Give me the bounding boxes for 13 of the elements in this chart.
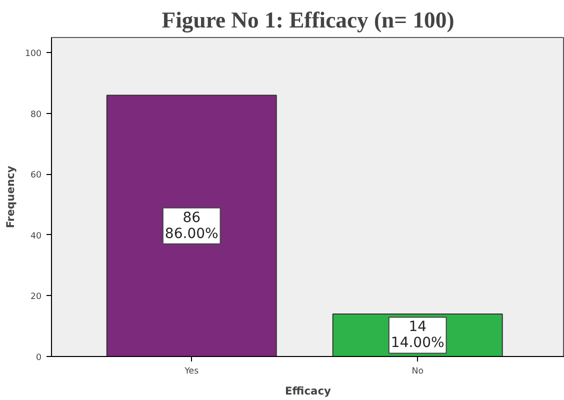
y-tick-label: 40 bbox=[30, 231, 42, 242]
x-tick-label: No bbox=[412, 366, 424, 376]
y-tick-label: 80 bbox=[30, 110, 42, 120]
chart-title: Figure No 1: Efficacy (n= 100) bbox=[162, 8, 454, 32]
data-label: 14 14.00% bbox=[390, 319, 444, 352]
y-axis-title: Frequency bbox=[4, 166, 17, 228]
x-axis-title: Efficacy bbox=[285, 384, 332, 398]
x-tick-label: Yes bbox=[184, 366, 200, 376]
y-tick-label: 60 bbox=[30, 170, 42, 181]
y-tick-label: 100 bbox=[24, 49, 42, 60]
y-tick-label: 0 bbox=[36, 353, 42, 363]
y-tick-label: 20 bbox=[30, 292, 42, 302]
data-label: 86 86.00% bbox=[164, 210, 218, 242]
